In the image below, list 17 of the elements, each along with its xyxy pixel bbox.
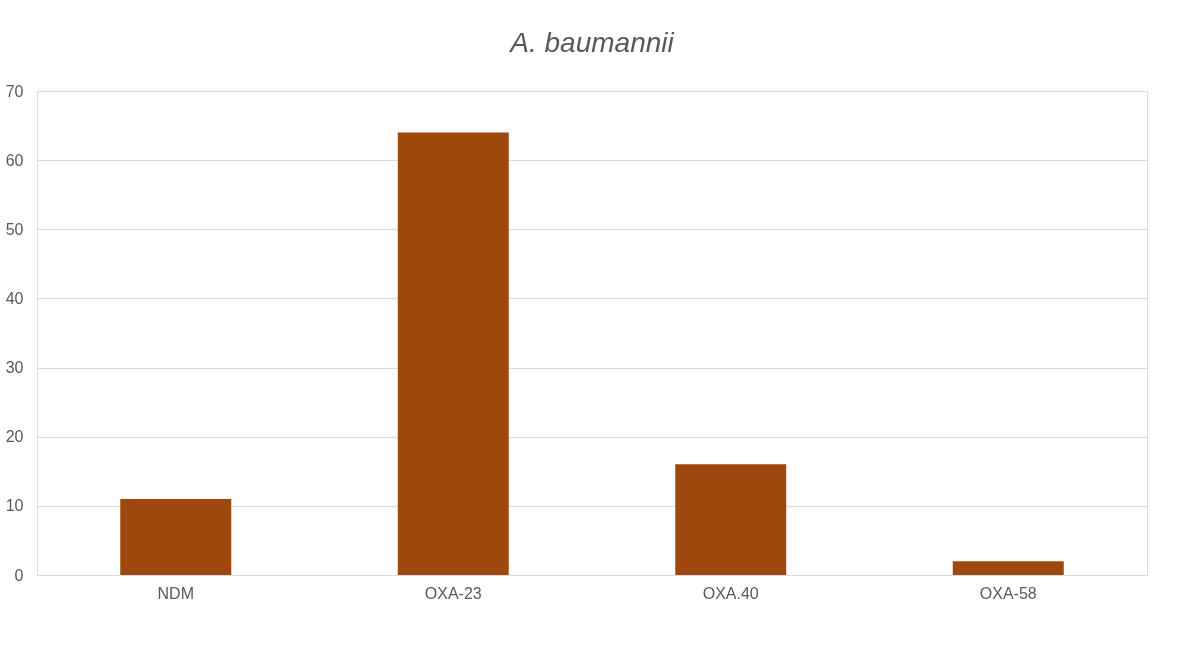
bar [120, 498, 232, 575]
y-tick-label: 20 [5, 428, 24, 446]
bar [397, 132, 509, 575]
x-tick-label: OXA.40 [702, 584, 759, 602]
bar [952, 561, 1064, 575]
y-tick-label: 0 [14, 566, 24, 584]
y-tick-label: 40 [5, 289, 24, 307]
y-tick-label: 10 [5, 497, 24, 515]
y-tick-label: 30 [5, 359, 24, 377]
y-tick-label: 70 [5, 82, 24, 100]
x-tick-label: OXA-23 [424, 584, 482, 602]
y-tick-label: 60 [5, 151, 24, 169]
x-tick-label: OXA-58 [979, 584, 1037, 602]
x-tick-label: NDM [157, 584, 194, 602]
bar [675, 464, 787, 575]
chart-title: A. baumannii [508, 27, 675, 58]
y-tick-label: 50 [5, 220, 24, 238]
